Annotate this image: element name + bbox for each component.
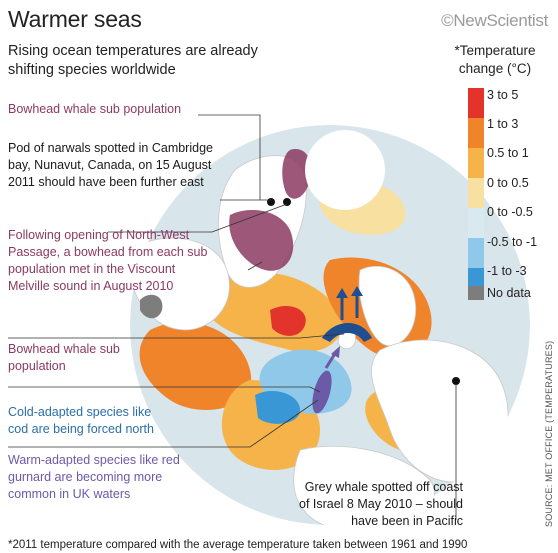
bowhead-range-north (282, 149, 312, 199)
annotation-bowhead-top: Bowhead whale sub population (8, 102, 182, 116)
legend-color-bar (468, 88, 484, 298)
legend-swatch-1 (468, 118, 484, 148)
legend-swatch-2 (468, 148, 484, 178)
legend-label-3: 0 to 0.5 (487, 176, 529, 190)
warm-patch-west (139, 322, 252, 410)
source-credit: SOURCE: MET OFFICE (TEMPERATURES) (544, 340, 554, 527)
legend-nodata-swatch (468, 286, 484, 300)
scandinavia (358, 265, 417, 347)
arctic-ice (305, 130, 385, 210)
legend-label-6: -1 to -3 (487, 264, 527, 278)
legend-swatch-5 (468, 238, 484, 268)
publisher-logo: ©NewScientist (441, 11, 548, 30)
legend-nodata-label: No data (487, 286, 531, 300)
bowhead-range-west (229, 210, 294, 271)
map-subtitle: Rising ocean temperatures are already sh… (8, 43, 258, 78)
gurnard-range-marker (312, 370, 332, 414)
annotation-gurnard: Warm-adapted species like red gurnard ar… (8, 453, 180, 501)
annotation-narwhals: Pod of narwals spotted in Cambridge bay,… (8, 141, 213, 189)
map-title: Warmer seas (8, 6, 142, 32)
legend-swatch-0 (468, 88, 484, 118)
legend-label-0: 3 to 5 (487, 88, 519, 102)
annotation-cod: Cold-adapted species like cod are being … (8, 405, 154, 436)
legend-label-2: 0.5 to 1 (487, 146, 529, 160)
legend-label-5: -0.5 to -1 (487, 235, 538, 249)
cod-arrowhead-right (351, 286, 363, 296)
footnote: *2011 temperature compared with the aver… (8, 539, 468, 551)
cold-patch-core (255, 390, 300, 424)
legend-label-1: 1 to 3 (487, 117, 519, 131)
legend-title: *Temperature change (°C) (454, 43, 536, 76)
narwhal-sighting-point (267, 198, 275, 206)
cod-range-marker (322, 323, 372, 342)
hot-patch (270, 305, 306, 336)
legend-label-4: 0 to -0.5 (487, 205, 533, 219)
legend-swatch-3 (468, 178, 484, 208)
legend-swatch-4 (468, 208, 484, 238)
annotation-northwest-passage: Following opening of North-West Passage,… (8, 228, 208, 293)
annotation-bowhead-bottom: Bowhead whale sub population (8, 342, 120, 373)
nodata-patch (140, 294, 163, 319)
cod-arrowhead-left (336, 288, 348, 298)
narwhal-sighting-point-2 (283, 198, 291, 206)
gurnard-arrowhead (331, 346, 340, 358)
annotation-grey-whale: Grey whale spotted off coast of Israel 8… (299, 480, 463, 528)
leader-lines (8, 114, 457, 520)
grey-whale-point (452, 377, 460, 385)
